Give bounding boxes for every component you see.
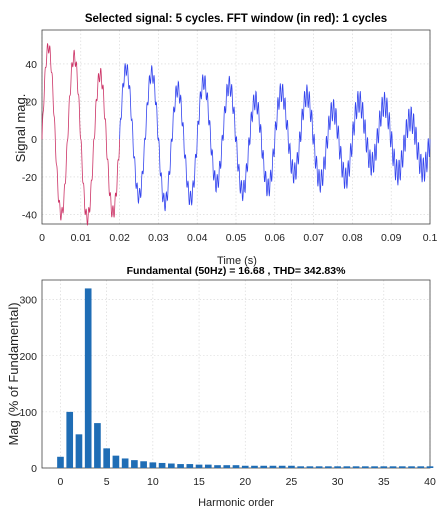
spectrum-x-tick: 35 bbox=[378, 476, 390, 488]
spectrum-x-tick: 5 bbox=[104, 476, 110, 488]
signal-plot bbox=[41, 43, 431, 226]
spectrum-bar bbox=[66, 411, 74, 468]
spectrum-bar bbox=[251, 465, 258, 468]
signal-x-label: Time (s) bbox=[217, 255, 257, 267]
spectrum-y-label: Mag (% of Fundamental) bbox=[6, 302, 21, 445]
spectrum-bar bbox=[306, 466, 314, 468]
spectrum-bar bbox=[204, 464, 212, 468]
signal-x-tick: 0.07 bbox=[303, 232, 324, 244]
spectrum-bar bbox=[362, 466, 369, 468]
spectrum-y-tick: 100 bbox=[19, 407, 37, 419]
spectrum-x-label: Harmonic order bbox=[198, 497, 274, 509]
spectrum-bar bbox=[140, 461, 147, 468]
spectrum-x-ticks: 0 5 10 15 20 25 30 35 40 bbox=[58, 476, 436, 488]
spectrum-x-tick: 40 bbox=[424, 476, 436, 488]
signal-fft-window-line bbox=[41, 43, 120, 226]
spectrum-x-tick: 20 bbox=[239, 476, 251, 488]
signal-x-tick: 0.05 bbox=[226, 232, 247, 244]
spectrum-bar bbox=[398, 466, 406, 468]
signal-x-tick: 0.06 bbox=[265, 232, 286, 244]
spectrum-y-tick: 300 bbox=[19, 295, 37, 307]
signal-x-tick: 0.01 bbox=[71, 232, 92, 244]
signal-x-tick: 0.1 bbox=[423, 232, 438, 244]
spectrum-y-tick: 0 bbox=[31, 463, 37, 475]
spectrum-y-tick: 200 bbox=[19, 351, 37, 363]
spectrum-bar bbox=[103, 448, 110, 468]
spectrum-bar bbox=[260, 465, 268, 468]
signal-line bbox=[119, 63, 431, 212]
signal-x-tick: 0.02 bbox=[109, 232, 130, 244]
spectrum-bar bbox=[426, 466, 434, 468]
spectrum-bar bbox=[278, 465, 286, 468]
signal-y-label: Signal mag. bbox=[13, 94, 28, 163]
spectrum-bar bbox=[269, 465, 277, 468]
signal-x-tick: 0.04 bbox=[187, 232, 208, 244]
spectrum-bars bbox=[57, 288, 434, 468]
spectrum-y-ticks: 0 100 200 300 bbox=[19, 295, 37, 475]
signal-x-tick: 0.09 bbox=[381, 232, 402, 244]
spectrum-bar bbox=[131, 460, 138, 468]
spectrum-x-tick: 25 bbox=[286, 476, 298, 488]
signal-y-tick: -40 bbox=[22, 210, 37, 222]
spectrum-bar bbox=[380, 466, 388, 468]
spectrum-bar bbox=[232, 465, 240, 468]
signal-y-tick: 40 bbox=[25, 59, 37, 71]
signal-y-tick: 0 bbox=[31, 134, 37, 146]
spectrum-bar bbox=[325, 466, 332, 468]
spectrum-bar bbox=[334, 466, 341, 468]
spectrum-bar bbox=[297, 466, 304, 468]
spectrum-x-tick: 10 bbox=[147, 476, 159, 488]
spectrum-bar bbox=[84, 288, 92, 468]
spectrum-bar bbox=[177, 464, 184, 468]
spectrum-bar bbox=[186, 464, 194, 468]
spectrum-bar bbox=[288, 465, 295, 468]
signal-y-ticks: -40 -20 0 20 40 bbox=[22, 59, 37, 222]
spectrum-bar bbox=[158, 462, 166, 468]
spectrum-x-tick: 0 bbox=[58, 476, 64, 488]
spectrum-x-tick: 30 bbox=[332, 476, 344, 488]
spectrum-bar bbox=[112, 455, 120, 468]
signal-x-ticks: 0 0.01 0.02 0.03 0.04 0.05 0.06 0.07 0.08 0.09 0.1 bbox=[39, 232, 437, 244]
signal-y-tick: 20 bbox=[25, 97, 37, 109]
spectrum-bar bbox=[149, 462, 157, 468]
spectrum-bar bbox=[168, 463, 175, 468]
spectrum-bar bbox=[223, 465, 231, 468]
signal-x-tick: 0 bbox=[39, 232, 45, 244]
spectrum-bar bbox=[408, 466, 415, 468]
spectrum-bar bbox=[417, 466, 425, 468]
signal-grid bbox=[41, 30, 431, 224]
spectrum-bar bbox=[315, 466, 323, 468]
spectrum-bar bbox=[214, 465, 221, 468]
spectrum-bar bbox=[371, 466, 378, 468]
spectrum-bar bbox=[121, 458, 129, 468]
spectrum-bar bbox=[94, 423, 101, 468]
signal-title: Selected signal: 5 cycles. FFT window (i… bbox=[85, 13, 387, 25]
spectrum-bar bbox=[389, 466, 397, 468]
signal-x-tick: 0.08 bbox=[342, 232, 363, 244]
spectrum-bar bbox=[57, 456, 64, 468]
signal-x-tick: 0.03 bbox=[148, 232, 169, 244]
spectrum-title: Fundamental (50Hz) = 16.68 , THD= 342.83… bbox=[127, 265, 346, 277]
spectrum-x-tick: 15 bbox=[193, 476, 205, 488]
signal-y-tick: -20 bbox=[22, 172, 37, 184]
spectrum-bar bbox=[241, 465, 249, 468]
spectrum-bar bbox=[343, 466, 351, 468]
spectrum-bar bbox=[352, 466, 360, 468]
spectrum-bar bbox=[75, 434, 83, 468]
spectrum-bar bbox=[195, 464, 203, 468]
